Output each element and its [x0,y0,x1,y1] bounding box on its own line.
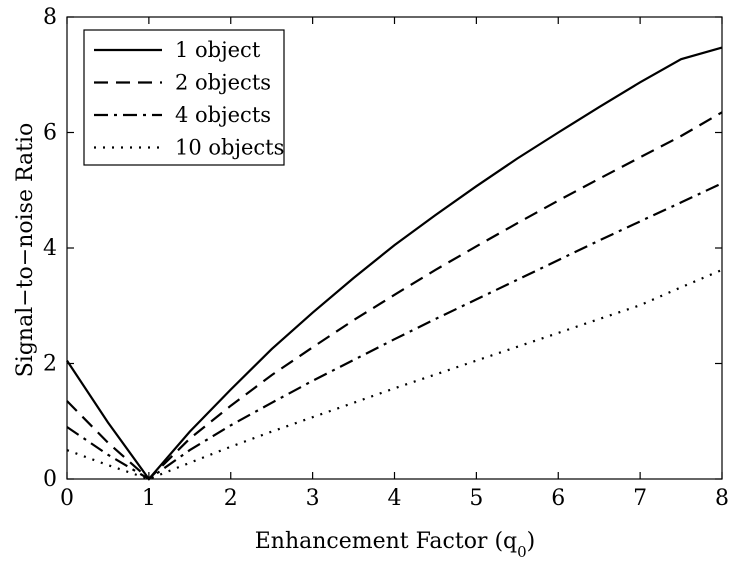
legend-label: 2 objects [175,71,271,95]
x-tick-label: 7 [633,486,647,511]
series-layer [66,46,723,481]
x-tick-label: 2 [224,486,238,511]
x-tick-label: 1 [142,486,156,511]
y-tick-label: 4 [43,236,57,261]
legend: 1 object 2 objects 4 objects 10 objects [83,29,285,166]
x-tick-label: 6 [551,486,565,511]
y-tick-label: 6 [43,121,57,146]
series-line-2 [66,111,723,481]
x-tick-label: 3 [306,486,320,511]
x-tick-label: 0 [60,486,74,511]
legend-label: 4 objects [175,103,271,127]
legend-box [83,29,285,166]
y-tick-label: 8 [43,5,57,30]
x-tick-label: 4 [388,486,402,511]
y-axis-title: Signal−to−noise Ratio [13,123,38,378]
series-line-1 [66,46,723,481]
ticks-layer: 0 1 2 3 4 5 6 7 8 0 2 4 6 8 [43,5,729,511]
y-tick-label: 0 [43,467,57,492]
x-axis-title: Enhancement Factor (q0) [255,529,536,561]
series-line-3 [66,182,723,481]
legend-label: 1 object [175,38,261,62]
x-tick-label: 5 [469,486,483,511]
series-line-4 [66,268,723,481]
legend-label: 10 objects [175,136,284,160]
y-tick-label: 2 [43,352,57,377]
x-tick-label: 8 [715,486,729,511]
